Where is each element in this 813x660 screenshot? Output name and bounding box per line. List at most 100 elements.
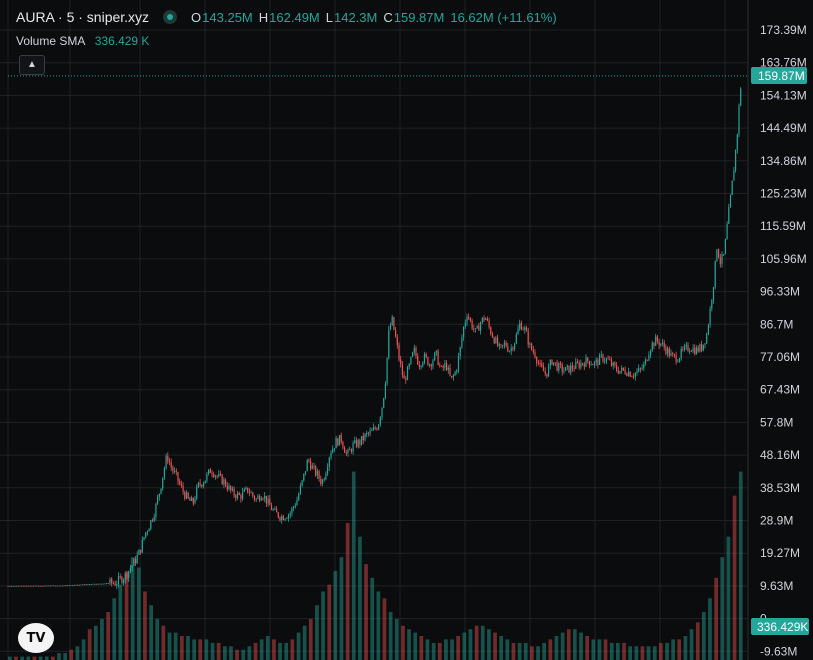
volume-bar (474, 625, 479, 660)
volume-bar (695, 622, 700, 660)
symbol-title[interactable]: AURA · 5 · sniper.xyz (16, 9, 150, 25)
volume-bar (493, 632, 497, 660)
candle-body (425, 354, 427, 358)
candle-body (531, 343, 533, 350)
candle-body (342, 441, 344, 448)
candle-body (272, 509, 274, 511)
volume-bar (468, 629, 473, 660)
candle-body (182, 485, 184, 492)
candle-body (194, 498, 196, 504)
candle-body (174, 470, 176, 472)
price-tick-label: 9.63M (760, 579, 793, 593)
volume-sma-tag-label: 336.429K (757, 620, 808, 634)
candle-body (536, 357, 538, 363)
candle-body (636, 371, 638, 373)
candle-body (660, 343, 662, 346)
volume-bar (130, 557, 135, 660)
candle-body (165, 455, 167, 468)
candle-body (78, 584, 80, 586)
candle-body (729, 195, 732, 208)
candle-body (51, 585, 53, 587)
candle-body (582, 363, 584, 365)
candle-body (412, 352, 414, 357)
candle-body (140, 549, 142, 553)
candle-body (651, 342, 653, 351)
candle-body (716, 249, 718, 262)
candle-body (435, 350, 437, 353)
candle-body (464, 322, 466, 327)
candle-body (189, 498, 191, 501)
candle-body (301, 480, 303, 486)
volume-bar (51, 656, 55, 660)
volume-bar (137, 567, 141, 660)
candle-body (146, 531, 148, 533)
volume-bar (622, 642, 626, 660)
candle-body (585, 357, 587, 367)
candle-body (682, 349, 684, 350)
candle-body (141, 539, 143, 553)
change-value: 16.62M (+11.61%) (450, 9, 557, 25)
volume-bar (364, 564, 368, 660)
candle-body (415, 347, 417, 357)
candle-body (709, 308, 711, 326)
candle-body (60, 585, 62, 587)
candle-body (643, 363, 645, 369)
candle-body (121, 577, 123, 583)
open-key: O (191, 9, 202, 25)
volume-bar (210, 642, 215, 660)
candle-body (179, 481, 181, 484)
candle-body (429, 364, 431, 366)
candle-body (724, 239, 726, 254)
candle-body (374, 427, 376, 429)
collapse-legend-button[interactable]: ▲ (19, 55, 45, 75)
price-axis: 173.39M 163.76M 154.13M 144.49M 134.86M 125.2… (760, 23, 807, 658)
candle-body (296, 500, 298, 506)
candle-body (699, 344, 701, 352)
candle-body (167, 455, 169, 462)
candle-body (77, 584, 79, 586)
volume-bar (530, 646, 534, 660)
candle-body (597, 359, 599, 365)
candle-body (372, 427, 375, 431)
candle-body (104, 583, 106, 585)
volume-bar (87, 629, 92, 660)
candle-body (124, 573, 126, 580)
candle-body (316, 471, 318, 476)
candle-body (29, 585, 31, 587)
volume-bar (308, 618, 313, 660)
volume-sma-legend[interactable]: Volume SMA 336.429 K (16, 34, 149, 48)
candle-body (376, 428, 378, 430)
candle-body (157, 497, 159, 504)
candle-body (665, 347, 667, 354)
candle-body (446, 363, 448, 370)
price-tick-label: 86.7M (760, 317, 793, 331)
candle-body (644, 359, 647, 364)
candle-body (26, 585, 28, 587)
candle-body (89, 584, 91, 585)
volume-bar (462, 632, 467, 660)
volume-bar (702, 612, 706, 660)
candle-body (63, 585, 65, 587)
candle-body (116, 583, 118, 586)
volume-bar (278, 642, 282, 660)
tradingview-logo-icon[interactable]: TV (18, 623, 54, 653)
candle-body (529, 343, 531, 345)
candle-body (213, 473, 215, 477)
candle-body (17, 585, 19, 587)
candle-body (670, 353, 672, 356)
candle-body (507, 346, 509, 352)
volume-bar (143, 591, 147, 660)
candle-body (684, 346, 686, 350)
candle-body (187, 492, 189, 499)
candle-body (655, 336, 657, 346)
volume-bar (413, 632, 418, 660)
candle-body (367, 432, 369, 434)
candle-body (576, 361, 579, 363)
candle-body (347, 449, 349, 454)
candle-body (542, 366, 545, 372)
candle-body (267, 498, 269, 504)
volume-bar (272, 639, 276, 660)
candle-body (177, 472, 179, 482)
high-key: H (258, 9, 269, 25)
